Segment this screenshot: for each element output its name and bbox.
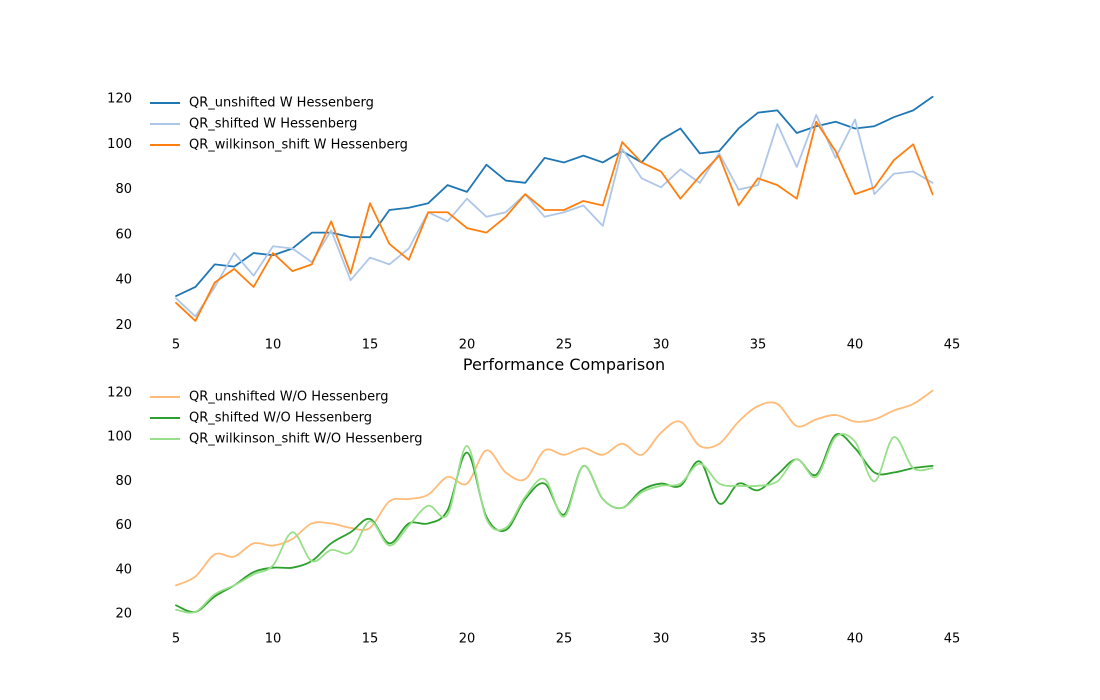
chart-with-hessenberg: 5 10 15 20 25 30 35 40 45 20 40 60 80 100 120 QR_unshif… <box>107 92 960 353</box>
x-tick-label: 35 <box>750 632 767 647</box>
y-tick-label: 20 <box>115 607 132 622</box>
y-tick-label: 80 <box>115 474 132 489</box>
y-tick-label: 120 <box>107 92 132 107</box>
legend: QR_unshifted W Hessenberg QR_shifted W He… <box>150 96 408 153</box>
series-line-1 <box>175 389 934 587</box>
y-tick-label: 100 <box>107 430 132 445</box>
x-tick-label: 10 <box>265 338 282 353</box>
x-tick-label: 25 <box>556 632 573 647</box>
x-tick-label: 30 <box>653 338 670 353</box>
x-tick-label: 15 <box>362 632 379 647</box>
x-tick-label: 25 <box>556 338 573 353</box>
y-tick-label: 60 <box>115 227 132 242</box>
x-tick-label: 35 <box>750 338 767 353</box>
x-tick-label: 20 <box>459 632 476 647</box>
legend-label: QR_unshifted W Hessenberg <box>189 96 374 111</box>
x-tick-label: 40 <box>847 632 864 647</box>
y-tick-label: 80 <box>115 182 132 197</box>
x-tick-label: 40 <box>847 338 864 353</box>
legend-label: QR_shifted W/O Hessenberg <box>189 411 372 426</box>
y-tick-label: 40 <box>115 562 132 577</box>
series-line-3 <box>175 120 934 322</box>
x-tick-label: 5 <box>172 338 180 353</box>
x-tick-label: 15 <box>362 338 379 353</box>
x-tick-label: 5 <box>172 632 180 647</box>
series-line-2 <box>175 114 934 318</box>
legend-label: QR_shifted W Hessenberg <box>189 117 357 132</box>
y-tick-label: 60 <box>115 518 132 533</box>
legend-label: QR_wilkinson_shift W/O Hessenberg <box>189 432 422 447</box>
y-tick-label: 100 <box>107 137 132 152</box>
series-line-1 <box>175 95 934 297</box>
x-tick-label: 45 <box>944 632 961 647</box>
legend-label: QR_wilkinson_shift W Hessenberg <box>189 138 408 153</box>
y-tick-label: 120 <box>107 385 132 400</box>
legend-label: QR_unshifted W/O Hessenberg <box>189 390 388 405</box>
x-tick-label: 30 <box>653 632 670 647</box>
chart-without-hessenberg: 5 10 15 20 25 30 35 40 45 20 40 60 80 100 120 QR_unshif… <box>107 385 960 646</box>
y-tick-label: 40 <box>115 273 132 288</box>
figure-title: Performance Comparison <box>463 355 665 374</box>
series-line-3 <box>175 433 934 614</box>
y-tick-label: 20 <box>115 318 132 333</box>
x-tick-label: 10 <box>265 632 282 647</box>
x-tick-label: 45 <box>944 338 961 353</box>
legend: QR_unshifted W/O Hessenberg QR_shifted W/… <box>150 390 422 447</box>
x-tick-label: 20 <box>459 338 476 353</box>
series-line-2 <box>175 433 934 614</box>
